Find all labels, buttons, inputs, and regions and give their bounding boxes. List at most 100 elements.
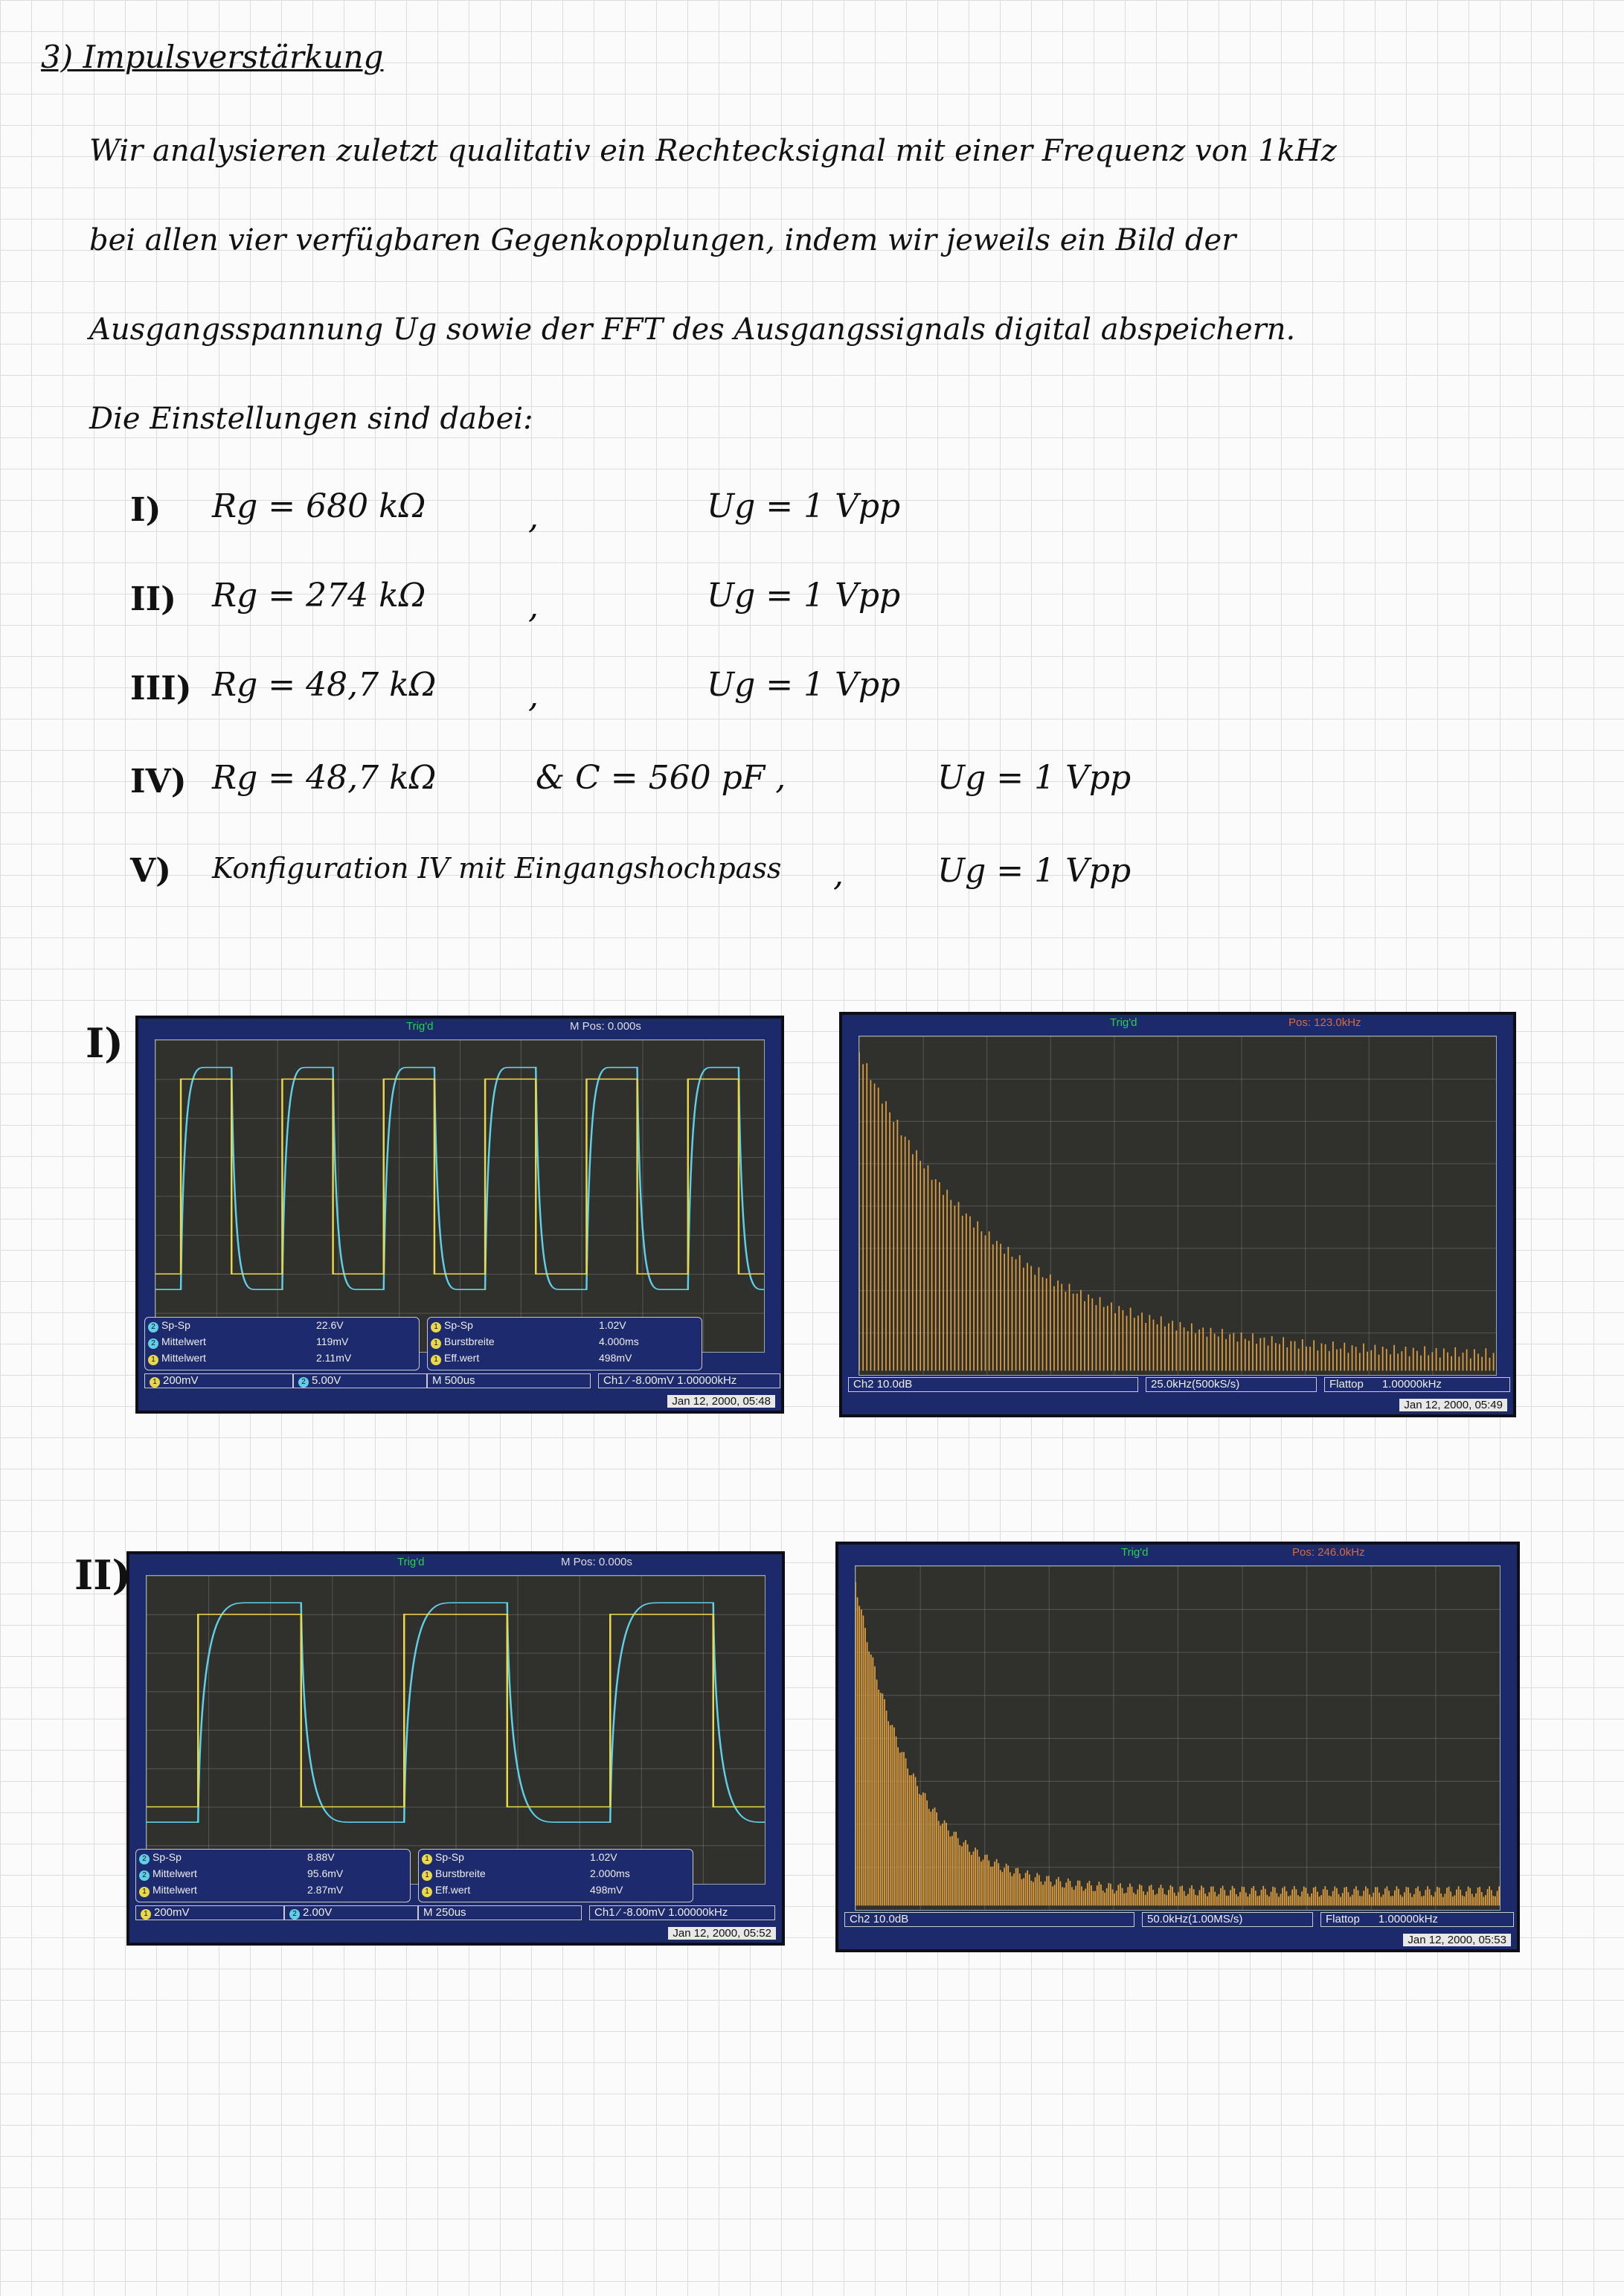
channel-badge: 1	[148, 1355, 158, 1365]
measurement-name: Sp-Sp	[161, 1319, 190, 1331]
trig-status: Trig'd	[406, 1020, 434, 1033]
fft-plot	[859, 1052, 1495, 1371]
scope-screen	[855, 1565, 1501, 1911]
fft-span: 50.0kHz(1.00MS/s)	[1142, 1912, 1313, 1927]
frequency: 1.00000kHz	[1381, 1378, 1442, 1391]
config-rg: Rg = 48,7 kΩ	[212, 759, 437, 797]
section-label: II)	[74, 1551, 132, 1599]
measurement-box-left: 2 Sp-Sp 22.6V 2 Mittelwert 119mV 1 Mittelwe…	[144, 1317, 420, 1370]
frequency: 1.00000kHz	[668, 1906, 728, 1919]
channel-badge: 1	[431, 1338, 441, 1349]
oscilloscope-fft-screenshot: Trig'd Pos: 123.0kHz Ch2 10.0dB 25.0kHz(…	[839, 1012, 1516, 1417]
channel-badge: 1	[431, 1322, 441, 1333]
measurement-name: Mittelwert	[153, 1884, 197, 1896]
config-number: I)	[130, 491, 161, 529]
status-bar: Ch2 10.0dB 50.0kHz(1.00MS/s) Flattop 1.0…	[844, 1912, 1514, 1928]
channel-badge: 1	[431, 1355, 441, 1365]
timestamp: Jan 12, 2000, 05:48	[667, 1395, 775, 1408]
channel-badge: 2	[148, 1322, 158, 1333]
intro-line-2: bei allen vier verfügbaren Gegenkopplung…	[89, 223, 1236, 257]
ch1-scale: 200mV	[163, 1374, 199, 1387]
intro-line-3: Ausgangsspannung Ug sowie der FFT des Au…	[89, 312, 1296, 347]
measurement-box-right: 1 Sp-Sp 1.02V 1 Burstbreite 2.000ms 1 Eff.w…	[418, 1849, 693, 1902]
frequency: 1.00000kHz	[1378, 1913, 1438, 1925]
fft-plot	[856, 1582, 1500, 1906]
measurement-value: 8.88V	[307, 1851, 335, 1863]
mpos-label: M Pos: 0.000s	[561, 1556, 632, 1568]
config-rg: Rg = 48,7 kΩ	[212, 666, 437, 704]
measurement-value: 498mV	[599, 1352, 632, 1364]
measurement-name: Eff.wert	[435, 1884, 471, 1896]
config-extra: ,	[528, 677, 539, 715]
channel-badge: 1	[422, 1870, 432, 1881]
measurement-value: 2.87mV	[307, 1884, 344, 1896]
measurement-box-right: 1 Sp-Sp 1.02V 1 Burstbreite 4.000ms 1 Eff.w…	[427, 1317, 702, 1370]
timebase: M 250us	[418, 1905, 582, 1920]
config-ug: Ug = 1 Vpp	[707, 666, 901, 704]
fft-window: Flattop	[1329, 1378, 1364, 1391]
measurement-value: 22.6V	[316, 1319, 344, 1331]
status-bar: 1 200mV 2 2.00V M 250us Ch1 ⁄ -8.00mV 1.00…	[135, 1905, 776, 1922]
scope-screen	[858, 1036, 1497, 1376]
frequency: 1.00000kHz	[677, 1374, 737, 1387]
trigger-setting: Ch1 ⁄ -8.00mV	[594, 1906, 666, 1919]
measurement-value: 4.000ms	[599, 1335, 639, 1347]
ch2-scale: 2.00V	[303, 1906, 333, 1919]
ch2-trace	[147, 1602, 765, 1823]
status-bar: 1 200mV 2 5.00V M 500us Ch1 ⁄ -8.00mV 1.00…	[144, 1373, 780, 1390]
measurement-box-left: 2 Sp-Sp 8.88V 2 Mittelwert 95.6mV 1 Mittelw…	[135, 1849, 411, 1902]
fft-window: Flattop	[1326, 1913, 1360, 1925]
mpos-label: M Pos: 0.000s	[570, 1020, 641, 1033]
config-extra: ,	[528, 498, 539, 536]
fft-channel: Ch2	[853, 1378, 874, 1391]
section-label: I)	[86, 1019, 123, 1067]
timestamp: Jan 12, 2000, 05:49	[1399, 1399, 1507, 1411]
trig-status: Trig'd	[1110, 1016, 1137, 1029]
measurement-name: Burstbreite	[444, 1335, 495, 1347]
measurement-value: 2.000ms	[590, 1867, 630, 1879]
config-extra: ,	[528, 588, 539, 626]
oscilloscope-fft-screenshot: Trig'd Pos: 246.0kHz Ch2 10.0dB 50.0kHz(…	[835, 1542, 1520, 1952]
ch2-trace	[155, 1066, 764, 1290]
timestamp: Jan 12, 2000, 05:53	[1403, 1934, 1511, 1946]
oscilloscope-time-screenshot: Trig'd M Pos: 0.000s 2 Sp-Sp 22.6V 2 Mitte…	[135, 1016, 784, 1414]
measurement-value: 95.6mV	[307, 1867, 344, 1879]
measurement-value: 1.02V	[590, 1851, 617, 1863]
fft-pos: Pos: 123.0kHz	[1288, 1016, 1361, 1029]
config-ug: Ug = 1 Vpp	[707, 577, 901, 615]
trig-status: Trig'd	[397, 1556, 425, 1568]
config-rg: Rg = 274 kΩ	[212, 577, 426, 615]
measurement-panel: 2 Sp-Sp 22.6V 2 Mittelwert 119mV 1 Mittelwe…	[144, 1317, 702, 1372]
measurement-name: Mittelwert	[153, 1867, 197, 1879]
measurement-name: Sp-Sp	[153, 1851, 182, 1863]
fft-db-scale: 10.0dB	[873, 1913, 909, 1925]
config-ug: Ug = 1 Vpp	[707, 487, 901, 525]
config-rg: Konfiguration IV mit Eingangshochpass	[212, 852, 782, 885]
measurement-value: 2.11mV	[316, 1352, 352, 1364]
ch1-scale: 200mV	[154, 1906, 190, 1919]
config-ug: Ug = 1 Vpp	[937, 759, 1132, 797]
fft-db-scale: 10.0dB	[876, 1378, 913, 1391]
channel-badge: 1	[139, 1887, 150, 1897]
oscilloscope-time-screenshot: Trig'd M Pos: 0.000s 2 Sp-Sp 8.88V 2 Mitte…	[126, 1551, 785, 1946]
trigger-setting: Ch1 ⁄ -8.00mV	[603, 1374, 675, 1387]
ch2-scale: 5.00V	[312, 1374, 341, 1387]
measurement-name: Eff.wert	[444, 1352, 480, 1364]
config-number: II)	[130, 580, 176, 618]
fft-span: 25.0kHz(500kS/s)	[1146, 1377, 1317, 1392]
config-extra: ,	[833, 856, 844, 894]
measurement-name: Sp-Sp	[435, 1851, 464, 1863]
channel-badge: 2	[148, 1338, 158, 1349]
channel-badge: 2	[139, 1870, 150, 1881]
config-extra: & C = 560 pF ,	[536, 759, 786, 797]
config-ug: Ug = 1 Vpp	[937, 852, 1132, 890]
timestamp: Jan 12, 2000, 05:52	[668, 1927, 776, 1940]
measurement-name: Burstbreite	[435, 1867, 486, 1879]
channel-badge: 2	[139, 1854, 150, 1864]
trig-status: Trig'd	[1121, 1546, 1149, 1559]
ch1-trace	[155, 1078, 764, 1275]
intro-line-4: Die Einstellungen sind dabei:	[89, 402, 533, 436]
config-rg: Rg = 680 kΩ	[212, 487, 426, 525]
ch1-trace	[147, 1613, 765, 1808]
intro-line-1: Wir analysieren zuletzt qualitativ ein R…	[89, 134, 1337, 168]
